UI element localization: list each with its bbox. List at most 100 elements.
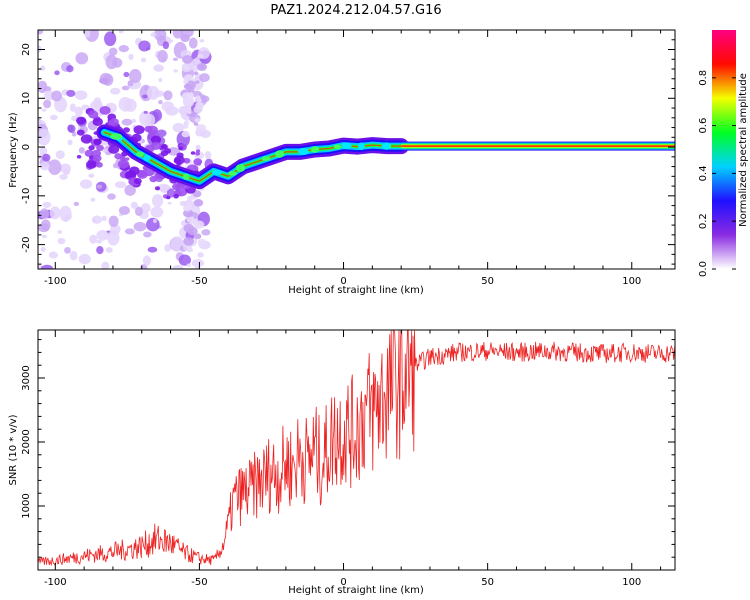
noise-blob (190, 112, 197, 118)
noise-blob (95, 162, 103, 168)
noise-blob (66, 65, 74, 73)
snr-x-ticks: -100 -50 0 50 100 (44, 330, 662, 588)
noise-blob (108, 215, 119, 227)
y-tick-label: 1000 (21, 493, 32, 518)
x-tick-label: 50 (481, 577, 494, 588)
y-tick-label: 20 (21, 43, 32, 56)
noise-blob (176, 152, 184, 159)
noise-blob (93, 97, 102, 108)
noise-blob (193, 122, 199, 126)
colorbar-tick-label: 0.0 (698, 261, 709, 277)
noise-blob (104, 31, 117, 47)
noise-blob (150, 206, 164, 218)
noise-blob (183, 157, 191, 164)
noise-blob (84, 149, 94, 157)
colorbar-label: Normalized spectral amplitude (738, 73, 749, 227)
noise-blob (110, 87, 121, 95)
noise-blob (196, 98, 202, 103)
noise-blob (186, 216, 195, 223)
noise-blob (158, 77, 163, 83)
noise-blob (51, 90, 63, 102)
noise-blob (64, 247, 71, 254)
noise-blob (39, 161, 50, 171)
noise-blob (69, 103, 77, 112)
ridge-spot (358, 142, 365, 150)
spectrogram-tone-line (401, 141, 675, 151)
noise-blob (172, 264, 184, 269)
noise-blob (157, 183, 170, 192)
noise-blob (55, 150, 65, 160)
noise-blob (101, 261, 110, 269)
y-tick-label: 2000 (21, 429, 32, 454)
noise-blob (193, 71, 199, 76)
y-tick-label: 3000 (21, 365, 32, 390)
spectrogram-content (38, 30, 675, 269)
noise-blob (69, 250, 78, 261)
noise-blob (96, 239, 102, 244)
noise-blob (195, 144, 201, 151)
noise-blob (143, 85, 149, 91)
noise-blob (183, 65, 190, 71)
noise-blob (183, 83, 192, 90)
noise-blob (195, 151, 201, 156)
ridge-spot (135, 151, 145, 157)
noise-blob (49, 206, 61, 220)
noise-blob (43, 86, 52, 92)
noise-blob (193, 220, 205, 229)
noise-blob (157, 49, 168, 63)
noise-blob (175, 184, 180, 188)
noise-blob (123, 71, 130, 78)
y-tick-label: -10 (21, 188, 32, 204)
noise-blob (147, 246, 158, 253)
noise-blob (79, 179, 93, 189)
noise-blob (78, 147, 85, 154)
snr-y-axis-label: SNR (10 * v/v) (8, 414, 19, 485)
noise-blob (108, 145, 120, 154)
noise-blob (134, 206, 143, 217)
noise-blob (186, 110, 192, 115)
noise-blob (49, 114, 58, 121)
noise-blob (154, 186, 161, 191)
noise-blob (182, 209, 194, 218)
noise-blob (172, 30, 183, 39)
noise-blob (84, 30, 91, 38)
noise-blob (183, 237, 194, 246)
noise-blob (128, 69, 142, 84)
noise-blob (187, 247, 194, 253)
noise-blob (75, 52, 89, 65)
noise-blob (185, 203, 192, 209)
figure-title: PAZ1.2024.212.04.57.G16 (270, 3, 441, 18)
noise-blob (146, 217, 160, 232)
noise-blob (42, 234, 47, 239)
noise-blob (67, 139, 73, 146)
x-tick-label: -100 (44, 276, 67, 287)
snr-panel: -100 -50 0 50 100 1000 2000 3000 Height of str… (8, 329, 676, 596)
noise-blob (195, 80, 200, 84)
noise-blob (167, 146, 181, 156)
noise-blob (40, 219, 51, 231)
x-tick-label: 100 (622, 276, 641, 287)
noise-blob (199, 73, 210, 83)
noise-blob (48, 159, 62, 176)
x-tick-label: -50 (191, 577, 207, 588)
colorbar-tick-label: 0.2 (698, 213, 709, 229)
noise-blob (41, 108, 47, 112)
noise-blob (178, 105, 189, 115)
noise-blob (99, 72, 112, 85)
ridge-spot (235, 164, 246, 172)
noise-blob (57, 230, 62, 234)
colorbar: 0.0 0.2 0.4 0.6 0.8 Normalized spectral ampl… (698, 30, 749, 277)
noise-blob (74, 106, 83, 117)
noise-blob (167, 201, 172, 205)
noise-blob (108, 47, 118, 56)
noise-blob (199, 65, 205, 70)
y-tick-label: -20 (21, 236, 32, 252)
noise-blob (76, 116, 87, 125)
noise-blob (133, 177, 142, 185)
noise-blob (118, 206, 130, 215)
snr-y-ticks: 1000 2000 3000 (21, 339, 675, 558)
noise-blob (190, 151, 196, 155)
noise-blob (133, 221, 147, 232)
noise-blob (131, 133, 142, 142)
y-tick-label: 0 (21, 144, 32, 150)
